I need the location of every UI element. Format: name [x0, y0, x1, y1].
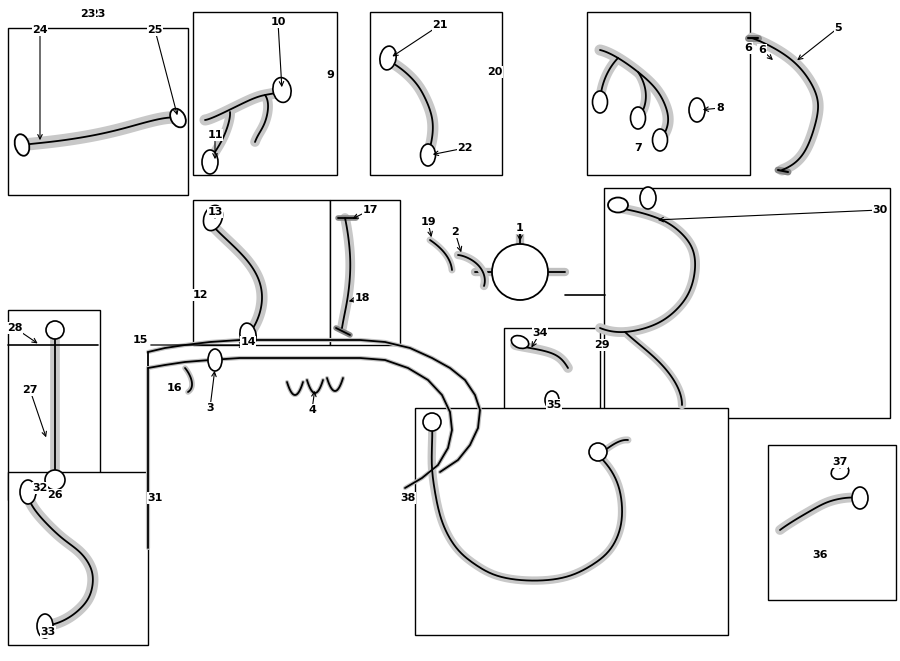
Ellipse shape	[37, 614, 53, 638]
Ellipse shape	[608, 198, 628, 212]
Text: 19: 19	[420, 217, 436, 227]
Circle shape	[46, 321, 64, 339]
Bar	[504, 328, 600, 410]
Text: 5: 5	[834, 23, 842, 33]
Text: 3: 3	[206, 403, 214, 413]
Text: 1: 1	[516, 223, 524, 233]
Text: 25: 25	[148, 25, 163, 35]
Text: 15: 15	[132, 335, 148, 345]
Text: 37: 37	[832, 457, 848, 467]
Ellipse shape	[511, 336, 528, 348]
Text: 32: 32	[32, 483, 48, 493]
Text: 13: 13	[207, 207, 222, 217]
Text: 23: 23	[90, 9, 105, 19]
Ellipse shape	[640, 187, 656, 209]
Bar	[8, 310, 100, 500]
Text: 33: 33	[40, 627, 56, 637]
Text: 38: 38	[400, 493, 416, 503]
Ellipse shape	[203, 206, 222, 231]
Text: 17: 17	[362, 205, 378, 215]
Text: 29: 29	[594, 340, 610, 350]
Ellipse shape	[14, 134, 30, 156]
Text: 18: 18	[355, 293, 370, 303]
Text: 7: 7	[634, 143, 642, 153]
Text: 21: 21	[432, 20, 448, 30]
Text: 34: 34	[532, 328, 548, 338]
Text: 31: 31	[148, 493, 163, 503]
Text: 9: 9	[326, 70, 334, 80]
Bar	[8, 472, 148, 645]
Ellipse shape	[420, 144, 436, 166]
Circle shape	[45, 470, 65, 490]
Text: 28: 28	[7, 323, 22, 333]
Bar	[330, 200, 400, 345]
Text: 16: 16	[167, 383, 183, 393]
Text: 8: 8	[716, 103, 724, 113]
Text: 11: 11	[207, 130, 223, 140]
Ellipse shape	[631, 107, 645, 129]
Bar	[604, 188, 890, 418]
Bar	[370, 12, 502, 175]
Ellipse shape	[20, 480, 36, 504]
Text: 2: 2	[451, 227, 459, 237]
Circle shape	[589, 443, 607, 461]
Text: 23: 23	[80, 9, 95, 19]
Bar	[193, 12, 337, 175]
Text: 6: 6	[744, 43, 752, 53]
Bar	[8, 28, 188, 195]
Ellipse shape	[273, 77, 291, 102]
Ellipse shape	[380, 46, 396, 70]
Ellipse shape	[208, 349, 222, 371]
Ellipse shape	[592, 91, 608, 113]
Text: 14: 14	[240, 337, 256, 347]
Text: 36: 36	[812, 550, 828, 560]
Bar	[415, 408, 728, 635]
Bar	[587, 12, 750, 175]
Text: 35: 35	[546, 400, 562, 410]
Text: 22: 22	[457, 143, 472, 153]
Ellipse shape	[240, 323, 256, 347]
Bar	[193, 200, 330, 345]
Text: 4: 4	[308, 405, 316, 415]
Text: 26: 26	[47, 490, 63, 500]
Text: 12: 12	[193, 290, 208, 300]
Circle shape	[423, 413, 441, 431]
Bar	[768, 445, 896, 600]
Text: 24: 24	[32, 25, 48, 35]
Ellipse shape	[689, 98, 705, 122]
Text: 27: 27	[22, 385, 38, 395]
Ellipse shape	[832, 465, 849, 479]
Ellipse shape	[170, 108, 186, 128]
Ellipse shape	[545, 391, 559, 409]
Circle shape	[492, 244, 548, 300]
Text: 30: 30	[872, 205, 887, 215]
Text: 10: 10	[270, 17, 285, 27]
Ellipse shape	[852, 487, 868, 509]
Text: 6: 6	[758, 45, 766, 55]
Ellipse shape	[652, 129, 668, 151]
Ellipse shape	[202, 150, 218, 174]
Text: 20: 20	[487, 67, 503, 77]
